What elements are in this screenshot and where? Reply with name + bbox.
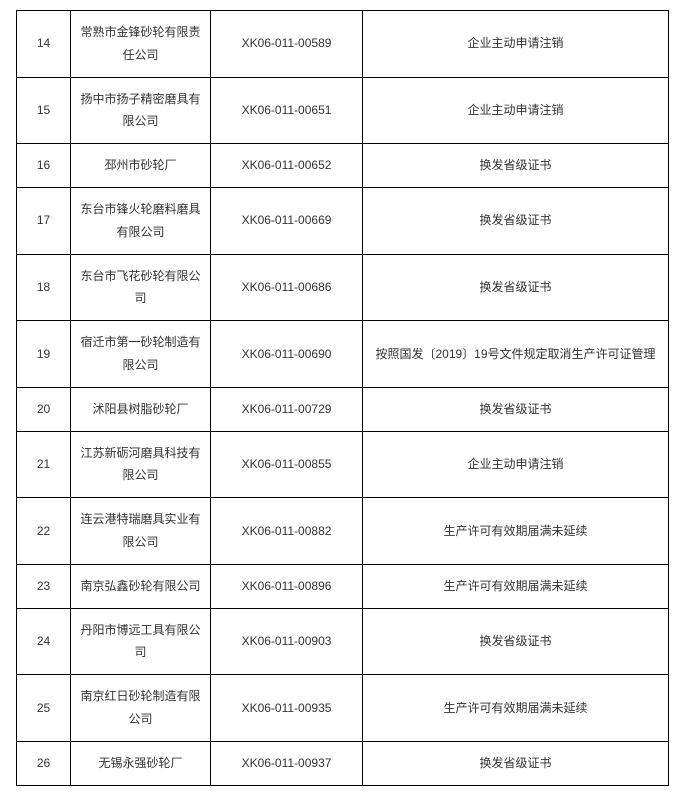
cell-index: 18 [17,254,71,321]
cell-index: 26 [17,741,71,785]
page-wrap: 14常熟市金锋砂轮有限责任公司XK06-011-00589企业主动申请注销15扬… [0,0,685,802]
cell-company-name: 宿迁市第一砂轮制造有限公司 [71,321,211,388]
cell-cert-code: XK06-011-00896 [211,564,363,608]
cell-index: 25 [17,675,71,742]
license-cancel-table: 14常熟市金锋砂轮有限责任公司XK06-011-00589企业主动申请注销15扬… [16,10,669,786]
cell-index: 15 [17,77,71,144]
cell-cert-code: XK06-011-00882 [211,498,363,565]
cell-company-name: 丹阳市博远工具有限公司 [71,608,211,675]
cell-reason: 生产许可有效期届满未延续 [363,675,669,742]
table-row: 21江苏新砺河磨具科技有限公司XK06-011-00855企业主动申请注销 [17,431,669,498]
table-row: 20沭阳县树脂砂轮厂XK06-011-00729换发省级证书 [17,387,669,431]
cell-company-name: 江苏新砺河磨具科技有限公司 [71,431,211,498]
cell-company-name: 沭阳县树脂砂轮厂 [71,387,211,431]
cell-reason: 按照国发〔2019〕19号文件规定取消生产许可证管理 [363,321,669,388]
cell-index: 22 [17,498,71,565]
cell-index: 19 [17,321,71,388]
table-row: 23南京弘鑫砂轮有限公司XK06-011-00896生产许可有效期届满未延续 [17,564,669,608]
cell-cert-code: XK06-011-00935 [211,675,363,742]
cell-reason: 生产许可有效期届满未延续 [363,498,669,565]
table-row: 26无锡永强砂轮厂XK06-011-00937换发省级证书 [17,741,669,785]
cell-company-name: 邳州市砂轮厂 [71,144,211,188]
cell-cert-code: XK06-011-00903 [211,608,363,675]
cell-cert-code: XK06-011-00937 [211,741,363,785]
table-row: 22连云港特瑞磨具实业有限公司XK06-011-00882生产许可有效期届满未延… [17,498,669,565]
cell-company-name: 常熟市金锋砂轮有限责任公司 [71,11,211,78]
cell-company-name: 东台市锋火轮磨料磨具有限公司 [71,187,211,254]
table-row: 19宿迁市第一砂轮制造有限公司XK06-011-00690按照国发〔2019〕1… [17,321,669,388]
table-row: 25南京红日砂轮制造有限公司XK06-011-00935生产许可有效期届满未延续 [17,675,669,742]
table-row: 14常熟市金锋砂轮有限责任公司XK06-011-00589企业主动申请注销 [17,11,669,78]
cell-reason: 生产许可有效期届满未延续 [363,564,669,608]
cell-company-name: 南京红日砂轮制造有限公司 [71,675,211,742]
cell-index: 23 [17,564,71,608]
table-row: 15扬中市扬子精密磨具有限公司XK06-011-00651企业主动申请注销 [17,77,669,144]
cell-cert-code: XK06-011-00651 [211,77,363,144]
cell-index: 16 [17,144,71,188]
cell-index: 20 [17,387,71,431]
table-row: 17东台市锋火轮磨料磨具有限公司XK06-011-00669换发省级证书 [17,187,669,254]
cell-index: 21 [17,431,71,498]
cell-reason: 企业主动申请注销 [363,77,669,144]
cell-cert-code: XK06-011-00855 [211,431,363,498]
cell-cert-code: XK06-011-00669 [211,187,363,254]
cell-company-name: 南京弘鑫砂轮有限公司 [71,564,211,608]
table-row: 18东台市飞花砂轮有限公司XK06-011-00686换发省级证书 [17,254,669,321]
cell-index: 17 [17,187,71,254]
cell-reason: 企业主动申请注销 [363,431,669,498]
cell-reason: 换发省级证书 [363,187,669,254]
cell-company-name: 东台市飞花砂轮有限公司 [71,254,211,321]
cell-reason: 换发省级证书 [363,144,669,188]
cell-cert-code: XK06-011-00686 [211,254,363,321]
cell-reason: 企业主动申请注销 [363,11,669,78]
cell-reason: 换发省级证书 [363,608,669,675]
cell-cert-code: XK06-011-00729 [211,387,363,431]
cell-cert-code: XK06-011-00690 [211,321,363,388]
cell-cert-code: XK06-011-00652 [211,144,363,188]
cell-cert-code: XK06-011-00589 [211,11,363,78]
cell-index: 14 [17,11,71,78]
cell-company-name: 连云港特瑞磨具实业有限公司 [71,498,211,565]
cell-company-name: 扬中市扬子精密磨具有限公司 [71,77,211,144]
table-body: 14常熟市金锋砂轮有限责任公司XK06-011-00589企业主动申请注销15扬… [17,11,669,786]
cell-reason: 换发省级证书 [363,741,669,785]
table-row: 16邳州市砂轮厂XK06-011-00652换发省级证书 [17,144,669,188]
cell-reason: 换发省级证书 [363,387,669,431]
cell-reason: 换发省级证书 [363,254,669,321]
table-row: 24丹阳市博远工具有限公司XK06-011-00903换发省级证书 [17,608,669,675]
cell-company-name: 无锡永强砂轮厂 [71,741,211,785]
cell-index: 24 [17,608,71,675]
